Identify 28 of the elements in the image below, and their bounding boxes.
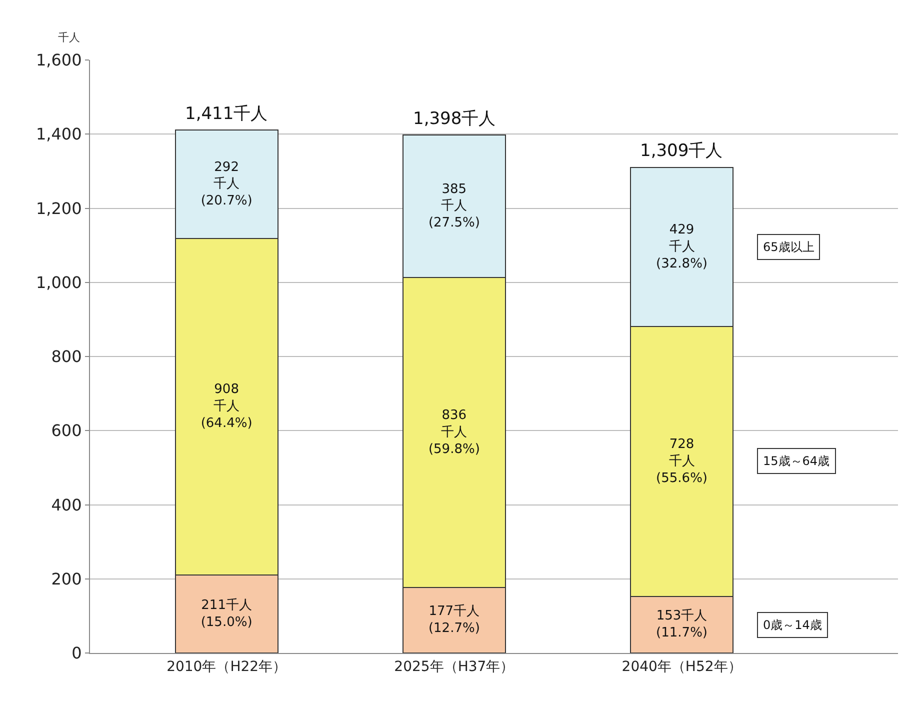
y-tick-label: 800 [51,347,82,366]
y-tick-label: 200 [51,569,82,588]
text: 0歳～14歳 [763,618,822,632]
total-label: 1,411千人 [185,104,268,124]
data-label: 908 千人 (64.4%) [200,382,252,431]
data-label: 177千人 (12.7%) [428,604,480,636]
total-label: 1,309千人 [640,141,723,161]
y-tick-label: 0 [72,644,82,663]
data-label: 429 千人 (32.8%) [656,222,708,272]
x-tick-label: 2040年（H52年） [622,658,742,675]
y-axis-title: 千人 [58,31,80,44]
x-tick-label: 2025年（H37年） [394,658,514,675]
text: 65歳以上 [763,240,814,254]
data-label: 211千人 (15.0%) [200,598,252,630]
x-tick-label: 2010年（H22年） [166,658,287,675]
y-tick-label: 1,400 [36,124,82,144]
y-tick-label: 1,000 [36,272,82,292]
y-tick-label: 1,600 [36,50,82,70]
y-tick-label: 600 [51,421,82,440]
data-label: 728 千人 (55.6%) [656,436,708,486]
y-tick-label: 400 [51,495,82,514]
text: 15歳～64歳 [763,454,830,468]
total-label: 1,398千人 [413,109,496,129]
data-label: 153千人 (11.7%) [656,608,708,641]
y-tick-label: 1,200 [36,198,82,218]
data-label: 292 千人 (20.7%) [200,160,252,209]
data-label: 385 千人 (27.5%) [428,182,480,231]
data-label: 836 千人 (59.8%) [428,408,480,457]
